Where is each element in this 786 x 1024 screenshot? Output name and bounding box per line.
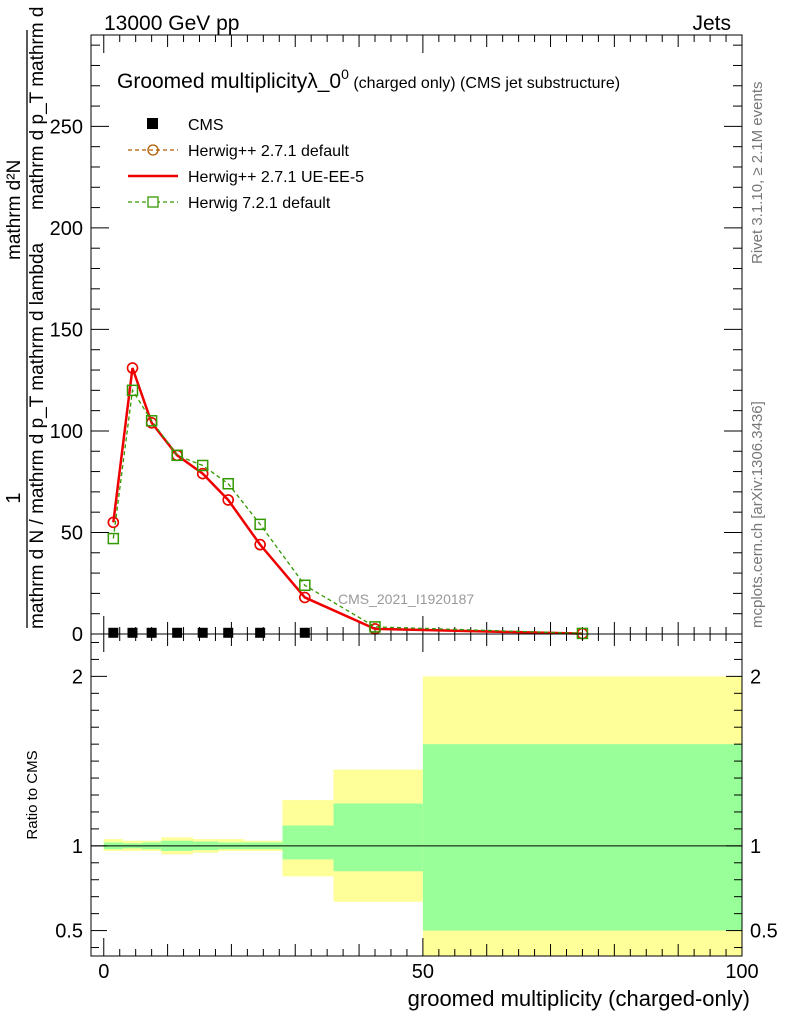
data-point bbox=[255, 627, 266, 638]
data-point bbox=[254, 538, 266, 551]
legend-label-herwig-default: Herwig++ 2.7.1 default bbox=[188, 143, 350, 160]
ylabel-frac-bottom: mathrm d N / mathrm d p_T mathrm d lambd… bbox=[27, 242, 48, 629]
data-point bbox=[126, 384, 139, 397]
ylabel-den-bottom: mathrm d p_T mathrm d p_T mathrm d lambd… bbox=[27, 0, 48, 210]
data-point bbox=[197, 627, 208, 638]
ratio-y-tick-label: 2 bbox=[72, 666, 83, 688]
series-0 bbox=[108, 627, 310, 638]
x-tick-label: 100 bbox=[725, 961, 758, 983]
data-point bbox=[107, 516, 120, 529]
data-point bbox=[299, 591, 311, 604]
ratio-y-tick-label-right: 0.5 bbox=[750, 921, 778, 943]
data-point bbox=[196, 467, 209, 480]
header-left: 13000 GeV pp bbox=[104, 12, 239, 35]
analysis-watermark: CMS_2021_I1920187 bbox=[338, 591, 474, 607]
data-point bbox=[127, 627, 138, 638]
series-line bbox=[112, 367, 583, 635]
data-point bbox=[145, 415, 158, 427]
ratio-y-tick-label-right: 1 bbox=[750, 836, 761, 858]
ratio-band-inner bbox=[282, 825, 334, 860]
rivet-label: Rivet 3.1.10, ≥ 2.1M events bbox=[749, 82, 766, 265]
data-point bbox=[108, 627, 119, 638]
data-point bbox=[223, 627, 234, 638]
data-point bbox=[146, 627, 157, 638]
ratio-x-ticks: 0 50 100 bbox=[98, 634, 759, 983]
legend-label-herwig-ueee5: Herwig++ 2.7.1 UE-EE-5 bbox=[188, 169, 364, 186]
main-y-axis-label: 1 mathrm d N / mathrm d p_T mathrm d lam… bbox=[3, 0, 48, 629]
header-right: Jets bbox=[692, 12, 731, 35]
data-point bbox=[299, 627, 310, 638]
main-y-tick-label: 50 bbox=[61, 522, 83, 544]
data-point bbox=[254, 518, 266, 531]
legend-marker-herwig72 bbox=[147, 196, 159, 208]
data-point bbox=[107, 532, 120, 545]
plot-title: Groomed multiplicityλ_00 (charged only) … bbox=[117, 66, 620, 93]
x-axis-label: groomed multiplicity (charged-only) bbox=[408, 986, 750, 1011]
legend-marker-cms bbox=[147, 118, 158, 129]
ratio-bands bbox=[103, 676, 742, 956]
ratio-y-axis-label: Ratio to CMS bbox=[24, 750, 41, 839]
mcplots-label: mcplots.cern.ch [arXiv:1306.3436] bbox=[749, 401, 766, 628]
legend: CMS Herwig++ 2.7.1 default Herwig++ 2.7.… bbox=[128, 117, 364, 212]
data-point bbox=[196, 459, 209, 472]
main-y-tick-label: 100 bbox=[50, 421, 83, 443]
main-y-tick-label: 150 bbox=[50, 319, 83, 341]
data-point bbox=[299, 579, 311, 592]
legend-label-herwig72: Herwig 7.2.1 default bbox=[188, 195, 331, 212]
series-line bbox=[112, 388, 583, 635]
data-point bbox=[126, 362, 139, 374]
main-y-tick-label: 0 bbox=[72, 624, 83, 646]
ratio-band-inner bbox=[422, 744, 742, 931]
ratio-y-tick-label: 1 bbox=[72, 836, 83, 858]
ratio-y-ticks: 0.5 0.5 1 1 2 2 bbox=[55, 641, 778, 949]
ylabel-den-top: mathrm d²N bbox=[4, 160, 25, 260]
ylabel-frac-top: 1 bbox=[3, 492, 25, 503]
ratio-y-tick-label-right: 2 bbox=[750, 666, 761, 688]
main-y-tick-label: 200 bbox=[50, 218, 83, 240]
data-point bbox=[369, 621, 381, 633]
ratio-band-inner bbox=[333, 803, 423, 872]
data-point bbox=[172, 627, 183, 638]
x-tick-label: 0 bbox=[98, 961, 109, 983]
x-tick-label: 50 bbox=[412, 961, 434, 983]
data-point bbox=[222, 477, 234, 490]
legend-label-cms: CMS bbox=[188, 117, 224, 134]
data-point bbox=[222, 494, 234, 506]
ratio-y-tick-label: 0.5 bbox=[55, 921, 83, 943]
legend-marker-herwig-default bbox=[147, 144, 159, 156]
main-y-tick-label: 250 bbox=[50, 116, 83, 138]
series-3 bbox=[107, 384, 589, 640]
data-point bbox=[171, 449, 183, 462]
main-y-ticks: 0 50 100 150 200 250 bbox=[50, 44, 742, 646]
